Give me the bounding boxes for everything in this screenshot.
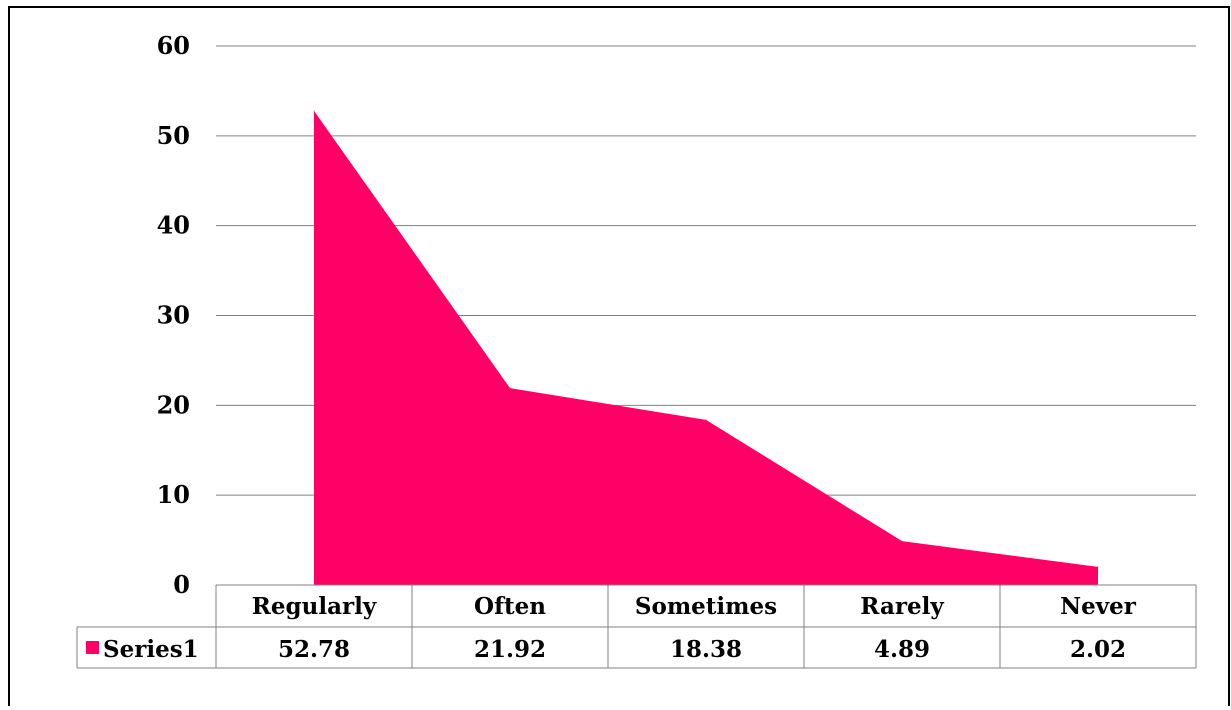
- data-point: [901, 540, 903, 542]
- y-tick-label: 20: [157, 390, 190, 419]
- area-series: [313, 110, 1099, 585]
- legend-series-name: Series1: [103, 636, 199, 663]
- data-value-label: 52.78: [278, 636, 350, 663]
- data-point: [1097, 566, 1099, 568]
- y-axis-tick-labels: 0 10 20 30 40 50 60: [157, 31, 190, 599]
- y-tick-label: 10: [157, 480, 190, 509]
- data-point: [705, 419, 707, 421]
- data-point: [509, 387, 511, 389]
- data-value-label: 2.02: [1070, 636, 1126, 663]
- category-label: Rarely: [860, 593, 944, 620]
- category-label: Sometimes: [635, 593, 777, 620]
- category-label: Never: [1060, 593, 1137, 620]
- data-point: [313, 110, 315, 112]
- data-value-label: 4.89: [874, 636, 930, 663]
- y-tick-label: 30: [157, 301, 190, 330]
- data-value-label: 21.92: [474, 636, 546, 663]
- data-table: Regularly 52.78 Often 21.92 Sometimes 18.38 Ra…: [76, 584, 1197, 669]
- y-tick-label: 40: [157, 211, 190, 240]
- category-label: Regularly: [252, 593, 377, 620]
- y-tick-label: 0: [173, 570, 190, 599]
- category-label: Often: [474, 593, 546, 620]
- data-value-label: 18.38: [670, 636, 742, 663]
- y-tick-label: 60: [157, 31, 190, 60]
- legend-swatch: [86, 641, 99, 654]
- chart-border: [8, 6, 1230, 708]
- area-series1: [314, 110, 1098, 585]
- y-tick-label: 50: [157, 121, 190, 150]
